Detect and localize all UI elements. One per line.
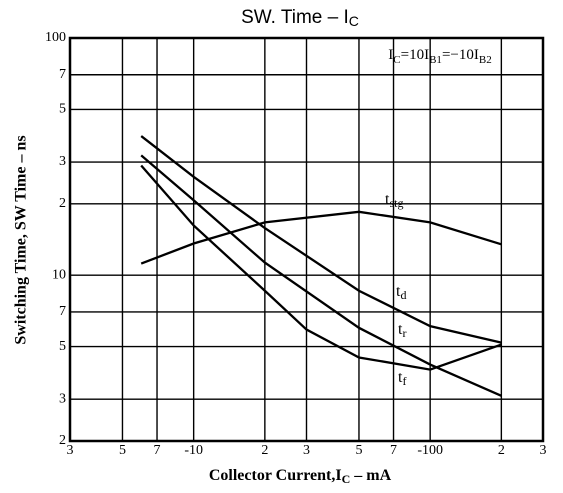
title-main: SW. Time – I <box>241 7 349 28</box>
x-tick-label: 2 <box>498 443 505 458</box>
ann-sub: B1 <box>429 54 442 66</box>
series-label-main: t <box>396 283 401 300</box>
y-axis-label: Switching Time, SW Time – ns <box>13 135 30 344</box>
x-tick-label: 3 <box>540 443 547 458</box>
x-tick-label: 7 <box>154 443 161 458</box>
x-tick-label: 3 <box>303 443 310 458</box>
x-tick-label: 2 <box>261 443 268 458</box>
y-tick-label: 100 <box>45 30 66 45</box>
y-tick-label: 7 <box>59 304 66 319</box>
ann-part: =10I <box>401 47 429 63</box>
ann-sub: B2 <box>479 54 492 66</box>
series-label: tf <box>398 369 406 388</box>
series-line <box>140 135 502 344</box>
series-label-sub: stg <box>389 196 403 210</box>
series-label-sub: f <box>402 374 406 388</box>
chart-title: SW. Time – IC <box>241 7 359 29</box>
series-label: tstg <box>385 191 403 210</box>
x-tick-label: 5 <box>119 443 126 458</box>
series-label: td <box>396 283 406 302</box>
series-label-sub: r <box>402 326 406 340</box>
series-line <box>140 210 502 265</box>
y-tick-label: 7 <box>59 67 66 82</box>
y-tick-label: 5 <box>59 102 66 117</box>
x-label-main: Collector Current,I <box>209 467 342 484</box>
x-tick-label: -100 <box>417 443 443 458</box>
y-tick-label: 3 <box>59 391 66 406</box>
series-label: tr <box>398 321 406 340</box>
x-label-unit: – mA <box>350 467 391 484</box>
x-axis-label: Collector Current,IC – mA <box>209 467 392 486</box>
title-sub: C <box>349 13 359 29</box>
series-label-sub: d <box>400 288 406 302</box>
y-tick-label: 5 <box>59 339 66 354</box>
annotation: IC=10IB1=−10IB2 <box>388 47 491 65</box>
x-label-sub: C <box>342 472 351 486</box>
series-label-main: t <box>398 369 403 386</box>
y-tick-label: 10 <box>52 267 66 282</box>
series-label-main: t <box>385 191 390 208</box>
y-tick-label: 2 <box>59 433 66 448</box>
y-tick-label: 2 <box>59 196 66 211</box>
ann-part: =−10I <box>442 47 479 63</box>
x-tick-label: -10 <box>184 443 203 458</box>
x-tick-label: 5 <box>355 443 362 458</box>
series-line <box>140 164 502 371</box>
ann-sub: C <box>393 54 400 66</box>
y-tick-label: 3 <box>59 154 66 169</box>
series-label-main: t <box>398 321 403 338</box>
series-line <box>140 154 502 397</box>
x-tick-label: 3 <box>67 443 74 458</box>
ann-part: I <box>388 47 393 63</box>
x-tick-label: 7 <box>390 443 397 458</box>
